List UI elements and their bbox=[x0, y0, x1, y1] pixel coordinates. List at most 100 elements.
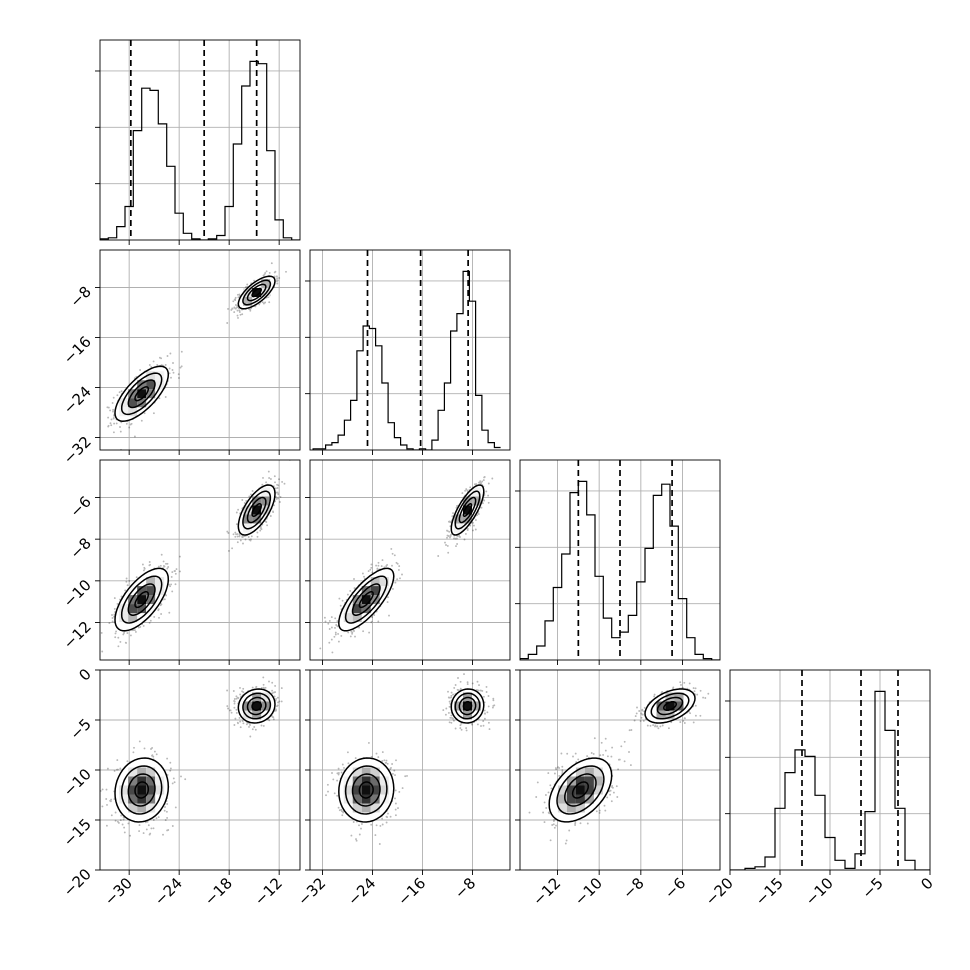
y-tick-label: −24 bbox=[60, 383, 95, 418]
y-tick-label: −5 bbox=[66, 715, 94, 743]
density-cell bbox=[575, 776, 585, 786]
density-cell bbox=[674, 701, 684, 711]
x-tick-label: −18 bbox=[201, 874, 236, 909]
density-cell bbox=[128, 785, 138, 795]
density-cell bbox=[557, 794, 567, 804]
density-cell bbox=[593, 767, 603, 777]
density-cell bbox=[352, 785, 362, 795]
contour-line bbox=[127, 583, 156, 616]
density-cell bbox=[665, 710, 675, 720]
density-cell bbox=[361, 767, 371, 777]
density-cell bbox=[352, 776, 362, 786]
density-cell bbox=[352, 803, 362, 813]
x-tick-label: −12 bbox=[529, 874, 564, 909]
contour-line bbox=[458, 696, 477, 716]
density-cell bbox=[128, 595, 138, 605]
panel-content bbox=[310, 460, 510, 660]
diag-panel-2 bbox=[515, 459, 721, 665]
contour-line bbox=[351, 583, 381, 616]
contour-line bbox=[454, 692, 481, 720]
contour-line bbox=[458, 496, 477, 524]
scatter-panel-2-0: −12 −10 −8 −6 bbox=[60, 459, 301, 665]
density-cell bbox=[119, 794, 129, 804]
histogram-step bbox=[312, 270, 501, 450]
density-cell bbox=[656, 710, 666, 720]
y-tick-label: −10 bbox=[60, 765, 95, 800]
panel-content bbox=[310, 670, 510, 870]
density-cell bbox=[656, 701, 666, 711]
x-tick-label: −30 bbox=[101, 874, 136, 909]
contour-line bbox=[127, 379, 156, 409]
density-cell bbox=[137, 595, 147, 605]
contour-line bbox=[251, 287, 262, 298]
density-cell bbox=[155, 586, 165, 596]
contour-line bbox=[251, 701, 262, 711]
density-cell bbox=[472, 496, 481, 506]
scatter-panel-1-0: −32 −24 −16 −8 bbox=[60, 249, 301, 468]
density-cell bbox=[343, 794, 353, 804]
y-tick-label: 0 bbox=[75, 665, 94, 684]
density-cell bbox=[137, 803, 147, 813]
density-cell bbox=[454, 514, 463, 524]
density-cell bbox=[155, 371, 165, 381]
panel-content bbox=[100, 250, 300, 450]
contour-line bbox=[120, 575, 163, 624]
x-tick-label: −5 bbox=[858, 874, 886, 902]
x-tick-label: −12 bbox=[251, 874, 286, 909]
contour-line bbox=[358, 781, 374, 799]
scatter-panel-2-1 bbox=[305, 459, 511, 665]
contour-line bbox=[237, 484, 276, 536]
density-cell bbox=[119, 613, 129, 623]
diag-panel-0 bbox=[95, 39, 301, 245]
histogram-step bbox=[520, 480, 720, 660]
x-tick-label: −10 bbox=[571, 874, 606, 909]
density-cell bbox=[128, 794, 138, 804]
density-cell bbox=[472, 701, 481, 711]
density-cell bbox=[128, 803, 138, 813]
contour-line bbox=[338, 757, 395, 823]
density-cell bbox=[352, 604, 362, 614]
contour-line bbox=[114, 567, 170, 632]
density-cell bbox=[557, 785, 567, 795]
contour-line bbox=[656, 696, 684, 716]
density-cell bbox=[665, 701, 675, 711]
density-cell bbox=[128, 767, 138, 777]
contour-line bbox=[450, 688, 485, 724]
density-cell bbox=[128, 613, 138, 623]
density-cell bbox=[575, 767, 585, 777]
y-tick-label: −8 bbox=[66, 534, 94, 562]
density-cell bbox=[370, 776, 380, 786]
contour-line bbox=[251, 503, 262, 517]
contour-line bbox=[358, 591, 374, 609]
density-cell bbox=[463, 505, 472, 515]
panel-content bbox=[100, 460, 300, 660]
density-cell bbox=[146, 380, 156, 390]
density-cell bbox=[370, 803, 380, 813]
contour-line bbox=[134, 591, 150, 609]
contour-line bbox=[650, 692, 690, 720]
density-cell bbox=[252, 701, 262, 711]
density-cell bbox=[119, 785, 129, 795]
density-cell bbox=[361, 604, 371, 614]
density-cell bbox=[370, 785, 380, 795]
y-tick-label: −12 bbox=[60, 618, 95, 653]
density-cell bbox=[454, 701, 463, 711]
density-cell bbox=[137, 389, 147, 399]
density-cell bbox=[343, 785, 353, 795]
panel-frame bbox=[519, 459, 721, 661]
density-cell bbox=[379, 785, 389, 795]
density-cell bbox=[252, 288, 262, 297]
density-cell bbox=[379, 577, 389, 587]
contour-line bbox=[450, 484, 485, 536]
density-cell bbox=[137, 794, 147, 804]
density-cell bbox=[243, 505, 253, 515]
x-tick-label: −24 bbox=[151, 874, 186, 909]
density-cell bbox=[128, 776, 138, 786]
density-cell bbox=[593, 776, 603, 786]
density-cell bbox=[584, 767, 594, 777]
diag-panel-1 bbox=[305, 249, 511, 455]
density-cell bbox=[243, 710, 253, 720]
contour-line bbox=[338, 567, 395, 632]
density-cell bbox=[252, 505, 262, 515]
density-cell bbox=[566, 776, 576, 786]
